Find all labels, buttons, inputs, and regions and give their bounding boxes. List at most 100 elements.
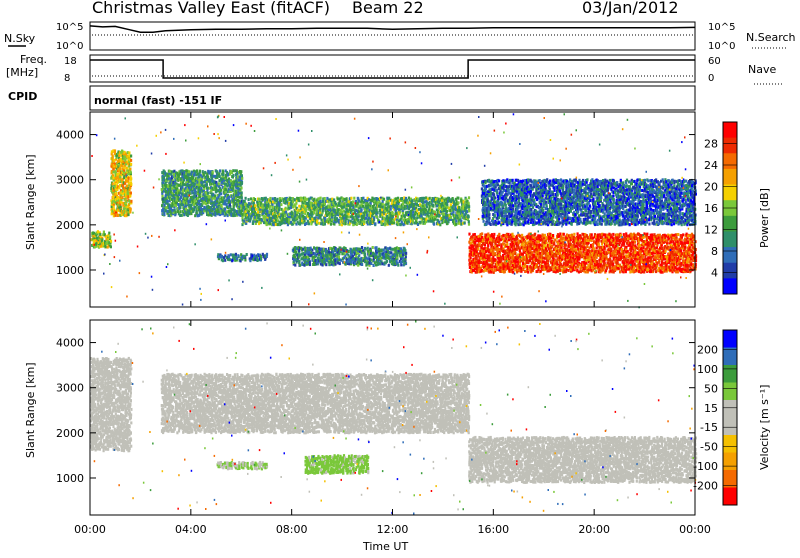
power-cell [575, 248, 577, 251]
power-cell [118, 186, 120, 189]
power-cell [557, 242, 559, 245]
power-cell [562, 241, 564, 244]
freq-tick-top: 18 [64, 56, 77, 67]
power-cell [343, 198, 345, 201]
power-cell [336, 217, 338, 220]
power-cell [475, 257, 477, 260]
power-cell [101, 238, 103, 241]
power-cell [232, 187, 234, 190]
power-cell [249, 259, 251, 262]
power-cell [266, 253, 268, 256]
freq-label-2: [MHz] [6, 66, 38, 79]
power-cell [322, 264, 324, 267]
power-cell [116, 173, 118, 176]
power-cell [175, 204, 177, 207]
power-cell [379, 209, 381, 212]
power-cell [120, 201, 122, 204]
power-cell [112, 182, 114, 185]
power-cell [216, 171, 218, 174]
power-cell [559, 233, 561, 236]
power-cell [546, 236, 548, 239]
power-cell [237, 254, 239, 257]
power-cell [563, 266, 565, 269]
power-cell [498, 233, 500, 236]
power-cell [307, 247, 309, 250]
power-cell [396, 254, 398, 257]
power-cell [120, 206, 122, 209]
power-cell [295, 251, 297, 254]
power-cell [381, 208, 383, 211]
power-cell [130, 159, 132, 162]
power-cell [498, 248, 500, 251]
power-cell [491, 264, 493, 267]
power-cell [227, 214, 229, 217]
power-cell [557, 266, 559, 269]
power-cell [412, 221, 414, 224]
power-cell [110, 240, 112, 243]
power-cell [402, 257, 404, 260]
power-cell [554, 239, 556, 242]
power-cell [499, 263, 501, 266]
power-cell [553, 242, 555, 245]
power-cell [506, 240, 508, 243]
power-cell [450, 203, 452, 206]
power-cell [480, 261, 482, 264]
power-cell [439, 223, 441, 226]
power-cell [330, 223, 332, 226]
power-cell [487, 244, 489, 247]
power-cell [385, 253, 387, 256]
power-cell [182, 193, 184, 196]
power-cell [207, 192, 209, 195]
power-cell [372, 246, 374, 249]
power-cell [442, 213, 444, 216]
power-cell [241, 191, 243, 194]
power-cell [341, 210, 343, 213]
power-cell [339, 262, 341, 265]
power-cell [377, 201, 379, 204]
power-cell [447, 214, 449, 217]
power-cell [348, 216, 350, 219]
power-cell [305, 209, 307, 212]
power-cell [128, 177, 130, 180]
power-cell [241, 216, 243, 219]
power-cell [399, 211, 401, 214]
power-cell [180, 210, 182, 213]
power-cell [455, 223, 457, 226]
power-cell [222, 259, 224, 262]
power-cell [125, 179, 127, 182]
power-cell [392, 212, 394, 215]
power-cell [325, 263, 327, 266]
power-cell [130, 208, 132, 211]
nave-label: Nave [748, 63, 776, 76]
power-cell [405, 252, 407, 255]
power-cell [294, 264, 296, 267]
power-cell [370, 249, 372, 252]
power-cell [474, 233, 476, 236]
power-cell [352, 200, 354, 203]
power-cell [433, 223, 435, 226]
power-cell [208, 198, 210, 201]
power-cell [522, 262, 524, 265]
power-cell [299, 264, 301, 267]
power-cell [241, 174, 243, 177]
power-cell [221, 181, 223, 184]
power-cell [356, 223, 358, 226]
power-cell [93, 241, 95, 244]
power-cell [323, 258, 325, 261]
power-cell [245, 197, 247, 200]
power-cell [341, 223, 343, 226]
power-cell [233, 212, 235, 215]
power-cell [565, 244, 567, 247]
power-cell [203, 206, 205, 209]
power-cell [382, 203, 384, 206]
power-cell [386, 260, 388, 263]
power-cell [255, 208, 257, 211]
date-label: 03/Jan/2012 [582, 0, 679, 17]
power-cell [206, 196, 208, 199]
power-cell [352, 206, 354, 209]
power-cell [577, 232, 579, 235]
power-cell [114, 149, 116, 152]
power-cell [420, 221, 422, 224]
power-cell [468, 220, 470, 223]
